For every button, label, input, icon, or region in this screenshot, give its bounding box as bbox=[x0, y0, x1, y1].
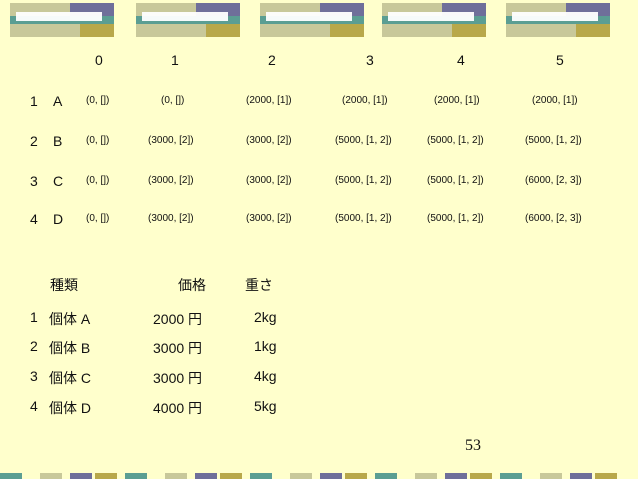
item-row-number: 4 bbox=[30, 398, 38, 414]
dp-cell: (5000, [1, 2]) bbox=[335, 175, 392, 186]
dp-cell: (3000, [2]) bbox=[148, 213, 194, 224]
item-row-weight: 1kg bbox=[254, 338, 277, 354]
dp-cell: (2000, [1]) bbox=[246, 95, 292, 106]
dp-cell: (2000, [1]) bbox=[342, 95, 388, 106]
item-row-price: 3000 円 bbox=[153, 340, 203, 356]
dp-col-header: 1 bbox=[171, 52, 179, 68]
item-header-weight: 重さ bbox=[245, 277, 273, 293]
header-decoration bbox=[10, 3, 630, 37]
item-row-name: 個体 A bbox=[49, 311, 91, 327]
footer-decoration bbox=[0, 469, 638, 479]
item-row-weight: 2kg bbox=[254, 309, 277, 325]
item-row-name: 個体 C bbox=[49, 370, 91, 386]
item-row-price: 3000 円 bbox=[153, 370, 203, 386]
page-number: 53 bbox=[465, 437, 481, 454]
dp-cell: (0, []) bbox=[86, 135, 110, 146]
dp-cell: (5000, [1, 2]) bbox=[427, 135, 484, 146]
item-row-price: 4000 円 bbox=[153, 400, 203, 416]
dp-cell: (3000, [2]) bbox=[148, 175, 194, 186]
dp-cell: (3000, [2]) bbox=[246, 175, 292, 186]
decor-tile bbox=[136, 3, 240, 37]
dp-cell: (6000, [2, 3]) bbox=[525, 175, 582, 186]
dp-cell: (5000, [1, 2]) bbox=[335, 213, 392, 224]
item-row-weight: 5kg bbox=[254, 398, 277, 414]
dp-cell: (2000, [1]) bbox=[434, 95, 480, 106]
dp-row-item: B bbox=[53, 133, 63, 149]
dp-row-item: C bbox=[53, 173, 64, 189]
item-row-price: 2000 円 bbox=[153, 311, 203, 327]
dp-col-header: 4 bbox=[457, 52, 465, 68]
dp-col-header: 3 bbox=[366, 52, 374, 68]
dp-cell: (0, []) bbox=[86, 95, 110, 106]
dp-cell: (0, []) bbox=[161, 95, 185, 106]
dp-cell: (3000, [2]) bbox=[246, 213, 292, 224]
decor-tile bbox=[260, 3, 364, 37]
dp-cell: (5000, [1, 2]) bbox=[335, 135, 392, 146]
dp-row-item: D bbox=[53, 211, 64, 227]
item-row-number: 2 bbox=[30, 338, 38, 354]
dp-cell: (5000, [1, 2]) bbox=[427, 213, 484, 224]
dp-cell: (6000, [2, 3]) bbox=[525, 213, 582, 224]
dp-row-number: 2 bbox=[30, 133, 38, 149]
dp-cell: (5000, [1, 2]) bbox=[525, 135, 582, 146]
decor-tile bbox=[506, 3, 610, 37]
decor-tile bbox=[10, 3, 114, 37]
item-row-number: 1 bbox=[30, 309, 38, 325]
dp-row-number: 1 bbox=[30, 93, 38, 109]
item-header-price: 価格 bbox=[178, 277, 206, 293]
dp-cell: (3000, [2]) bbox=[246, 135, 292, 146]
dp-col-header: 0 bbox=[95, 52, 103, 68]
dp-cell: (3000, [2]) bbox=[148, 135, 194, 146]
dp-row-item: A bbox=[53, 93, 63, 109]
decor-tile bbox=[382, 3, 486, 37]
dp-row-number: 3 bbox=[30, 173, 38, 189]
item-row-name: 個体 B bbox=[49, 340, 91, 356]
dp-cell: (2000, [1]) bbox=[532, 95, 578, 106]
item-row-number: 3 bbox=[30, 368, 38, 384]
dp-cell: (0, []) bbox=[86, 175, 110, 186]
dp-col-header: 5 bbox=[556, 52, 564, 68]
dp-cell: (5000, [1, 2]) bbox=[427, 175, 484, 186]
dp-row-number: 4 bbox=[30, 211, 38, 227]
item-row-name: 個体 D bbox=[49, 400, 91, 416]
item-row-weight: 4kg bbox=[254, 368, 277, 384]
dp-cell: (0, []) bbox=[86, 213, 110, 224]
dp-col-header: 2 bbox=[268, 52, 276, 68]
item-header-kind: 種類 bbox=[50, 277, 78, 293]
